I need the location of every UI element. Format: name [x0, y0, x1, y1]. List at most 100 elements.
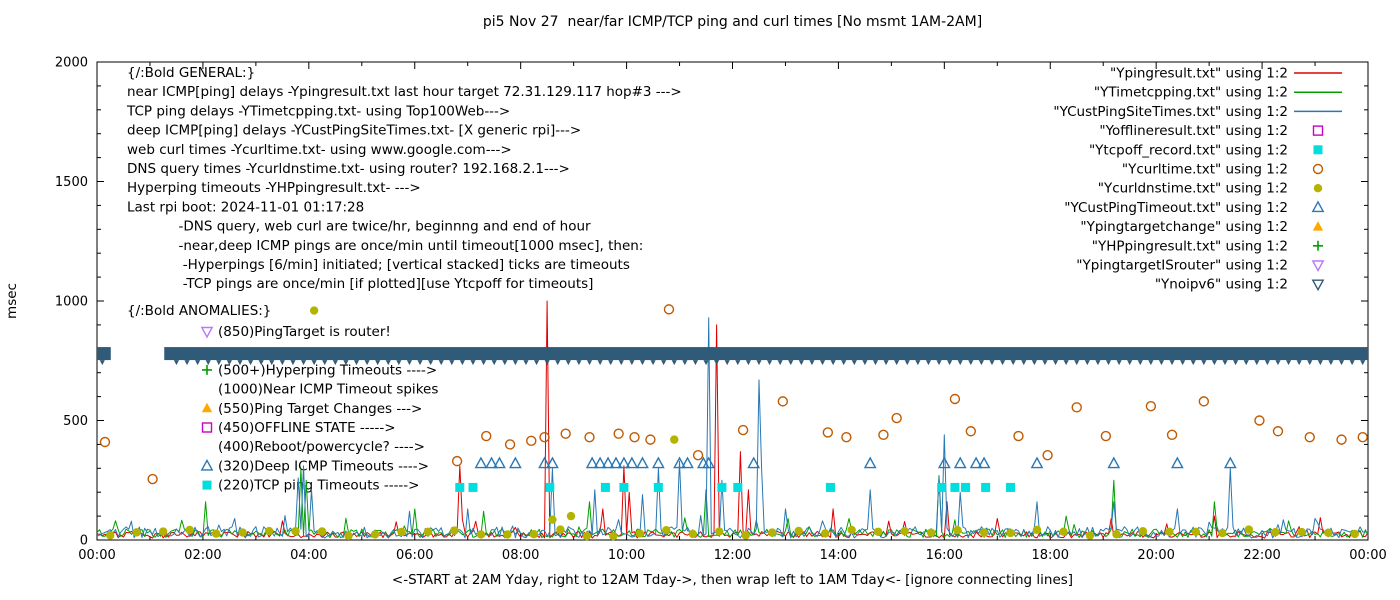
YCustPingTimeout-point [1107, 456, 1121, 469]
Ycurldnstime-point [158, 527, 168, 536]
anomaly-line: (550)Ping Target Changes ---> [218, 401, 422, 417]
Ycurldnstime-point [1112, 530, 1121, 539]
legend-marker-triangle-filled [1312, 221, 1324, 231]
triangle-open-legend-icon [200, 458, 214, 471]
Ycurldnstime-point [309, 306, 319, 315]
Ycurltime-point [1357, 432, 1368, 443]
Ycurldnstime-point [317, 527, 327, 536]
Ycurltime-point [1166, 429, 1178, 441]
Ytcpoff_record-point [825, 482, 835, 492]
legend-label: "Ypingresult.txt" using 1:2 [1110, 66, 1288, 82]
YCustPingTimeout-point [673, 456, 686, 469]
Ycurldnstime-point [900, 527, 909, 536]
Ycurldnstime-point [715, 527, 724, 536]
Ycurltime-point [1336, 434, 1347, 445]
Ytcpoff_record-point [937, 482, 947, 492]
Ycurltime-point [777, 396, 789, 407]
legend-label: "Yofflineresult.txt" using 1:2 [1099, 123, 1288, 139]
Ycurltime-point [147, 473, 158, 485]
Ycurldnstime-point [1324, 528, 1333, 537]
legend-marker-square-open [1312, 125, 1324, 136]
Ycurldnstime-point [556, 525, 565, 534]
Ytcpoff_record-point [950, 482, 960, 492]
Ycurldnstime-point [238, 528, 247, 537]
Ycurldnstime-point [1244, 525, 1254, 534]
Ycurldnstime-point [344, 531, 353, 541]
Ycurltime-point [629, 432, 640, 443]
YCustPingTimeout-point [636, 456, 649, 469]
Ycurldnstime-point [503, 530, 512, 539]
annotation-line: -Hyperpings [6/min] initiated; [vertical… [127, 257, 630, 273]
legend-label: "Ynoipv6" using 1:2 [1155, 277, 1288, 293]
series-line-YCustPingSiteTimes [96, 317, 1369, 539]
Ycurldnstime-point [582, 531, 592, 541]
Ycurldnstime-point [768, 528, 777, 537]
anomalies-title: {/:Bold ANOMALIES:} [127, 303, 271, 319]
Ytcpoff_record-point [468, 482, 478, 492]
legend-label: "Ycurldnstime.txt" using 1:2 [1098, 181, 1288, 197]
y-tick-label: 2000 [55, 56, 88, 71]
Ycurltime-point [692, 449, 704, 461]
Ycurltime-point [645, 434, 656, 445]
Ycurldnstime-point [953, 525, 962, 535]
anomaly-line: (220)TCP ping Timeouts -----> [218, 478, 420, 494]
Ycurldnstime-point [1032, 525, 1042, 534]
annotation-line: {/:Bold GENERAL:} [127, 65, 255, 81]
y-tick-label: 1000 [55, 295, 88, 310]
series-scatter-Ycurltime [99, 304, 1368, 485]
annotation-line: -near,deep ICMP pings are once/min until… [127, 238, 643, 254]
legend-marker-triangle-down-open [1311, 279, 1325, 292]
annotation-line: web curl times -Ycurltime.txt- using www… [127, 142, 512, 158]
Ycurltime-point [1198, 396, 1210, 407]
Ycurldnstime-point [820, 529, 830, 538]
Ycurldnstime-point [264, 526, 274, 536]
Ycurldnstime-point [794, 526, 803, 536]
Ycurldnstime-point [873, 527, 883, 536]
YCustPingTimeout-point [977, 456, 991, 469]
x-tick-label: 00:00 [78, 548, 115, 563]
Ycurltime-point [1100, 430, 1112, 442]
Ytcpoff_record-point [961, 482, 971, 492]
Ycurldnstime-point [291, 527, 300, 536]
Ycurltime-point [822, 427, 834, 438]
YCustPingTimeout-point [651, 456, 665, 469]
Ycurltime-point [737, 424, 749, 436]
annotation-line: -DNS query, web curl are twice/hr, begin… [127, 219, 591, 235]
Ytcpoff_record-point [733, 482, 743, 492]
Ycurldnstime-point [1350, 529, 1359, 539]
y-tick-label: 500 [63, 414, 88, 429]
Ytcpoff_record-point [653, 482, 663, 492]
legend-marker-circle-open [1312, 163, 1324, 175]
YCustPingTimeout-point [601, 456, 615, 469]
YCustPingTimeout-point [1223, 456, 1237, 469]
y-tick-label: 1500 [55, 175, 88, 190]
legend-marker-triangle-open [1311, 200, 1325, 213]
axes: 00:00 02:00 04:00 06:00 08:00 10:00 12:00 14:00… [55, 56, 1387, 564]
Ycurldnstime-point [185, 525, 194, 535]
YCustPingTimeout-point [625, 456, 639, 469]
triangle-filled-legend-icon [201, 402, 213, 413]
Ycurldnstime-point [106, 531, 115, 540]
Ycurldnstime-point [662, 525, 671, 535]
annotation-line: -TCP pings are once/min [if plotted][use… [127, 276, 593, 292]
legend-label: "YCustPingSiteTimes.txt" using 1:2 [1053, 104, 1288, 120]
YCustPingTimeout-point [681, 456, 694, 469]
Ycurltime-point [504, 439, 516, 450]
Ycurldnstime-point [1218, 528, 1227, 538]
Ycurldnstime-point [370, 530, 380, 539]
legend-marker-square-filled [1313, 145, 1323, 155]
YCustPingTimeout-point [1170, 456, 1184, 469]
Ycurltime-point [1272, 426, 1284, 437]
x-tick-label: 02:00 [184, 548, 221, 563]
Ycurldnstime-point [670, 435, 679, 444]
annotation-line: TCP ping delays -YTimetcpping.txt- using… [126, 103, 510, 119]
chart-title: pi5 Nov 27 near/far ICMP/TCP ping and cu… [483, 14, 982, 30]
Ycurldnstime-point [397, 527, 406, 537]
YCustPingTimeout-point [937, 456, 951, 469]
annotation-line: deep ICMP[ping] delays -YCustPingSiteTim… [127, 123, 581, 139]
Ycurldnstime-point [548, 515, 557, 524]
Ytcpoff_record-point [1006, 482, 1016, 492]
YCustPingTimeout-point [585, 456, 599, 469]
y-axis-label: msec [4, 283, 20, 319]
Ytcpoff_record-point [545, 482, 555, 492]
